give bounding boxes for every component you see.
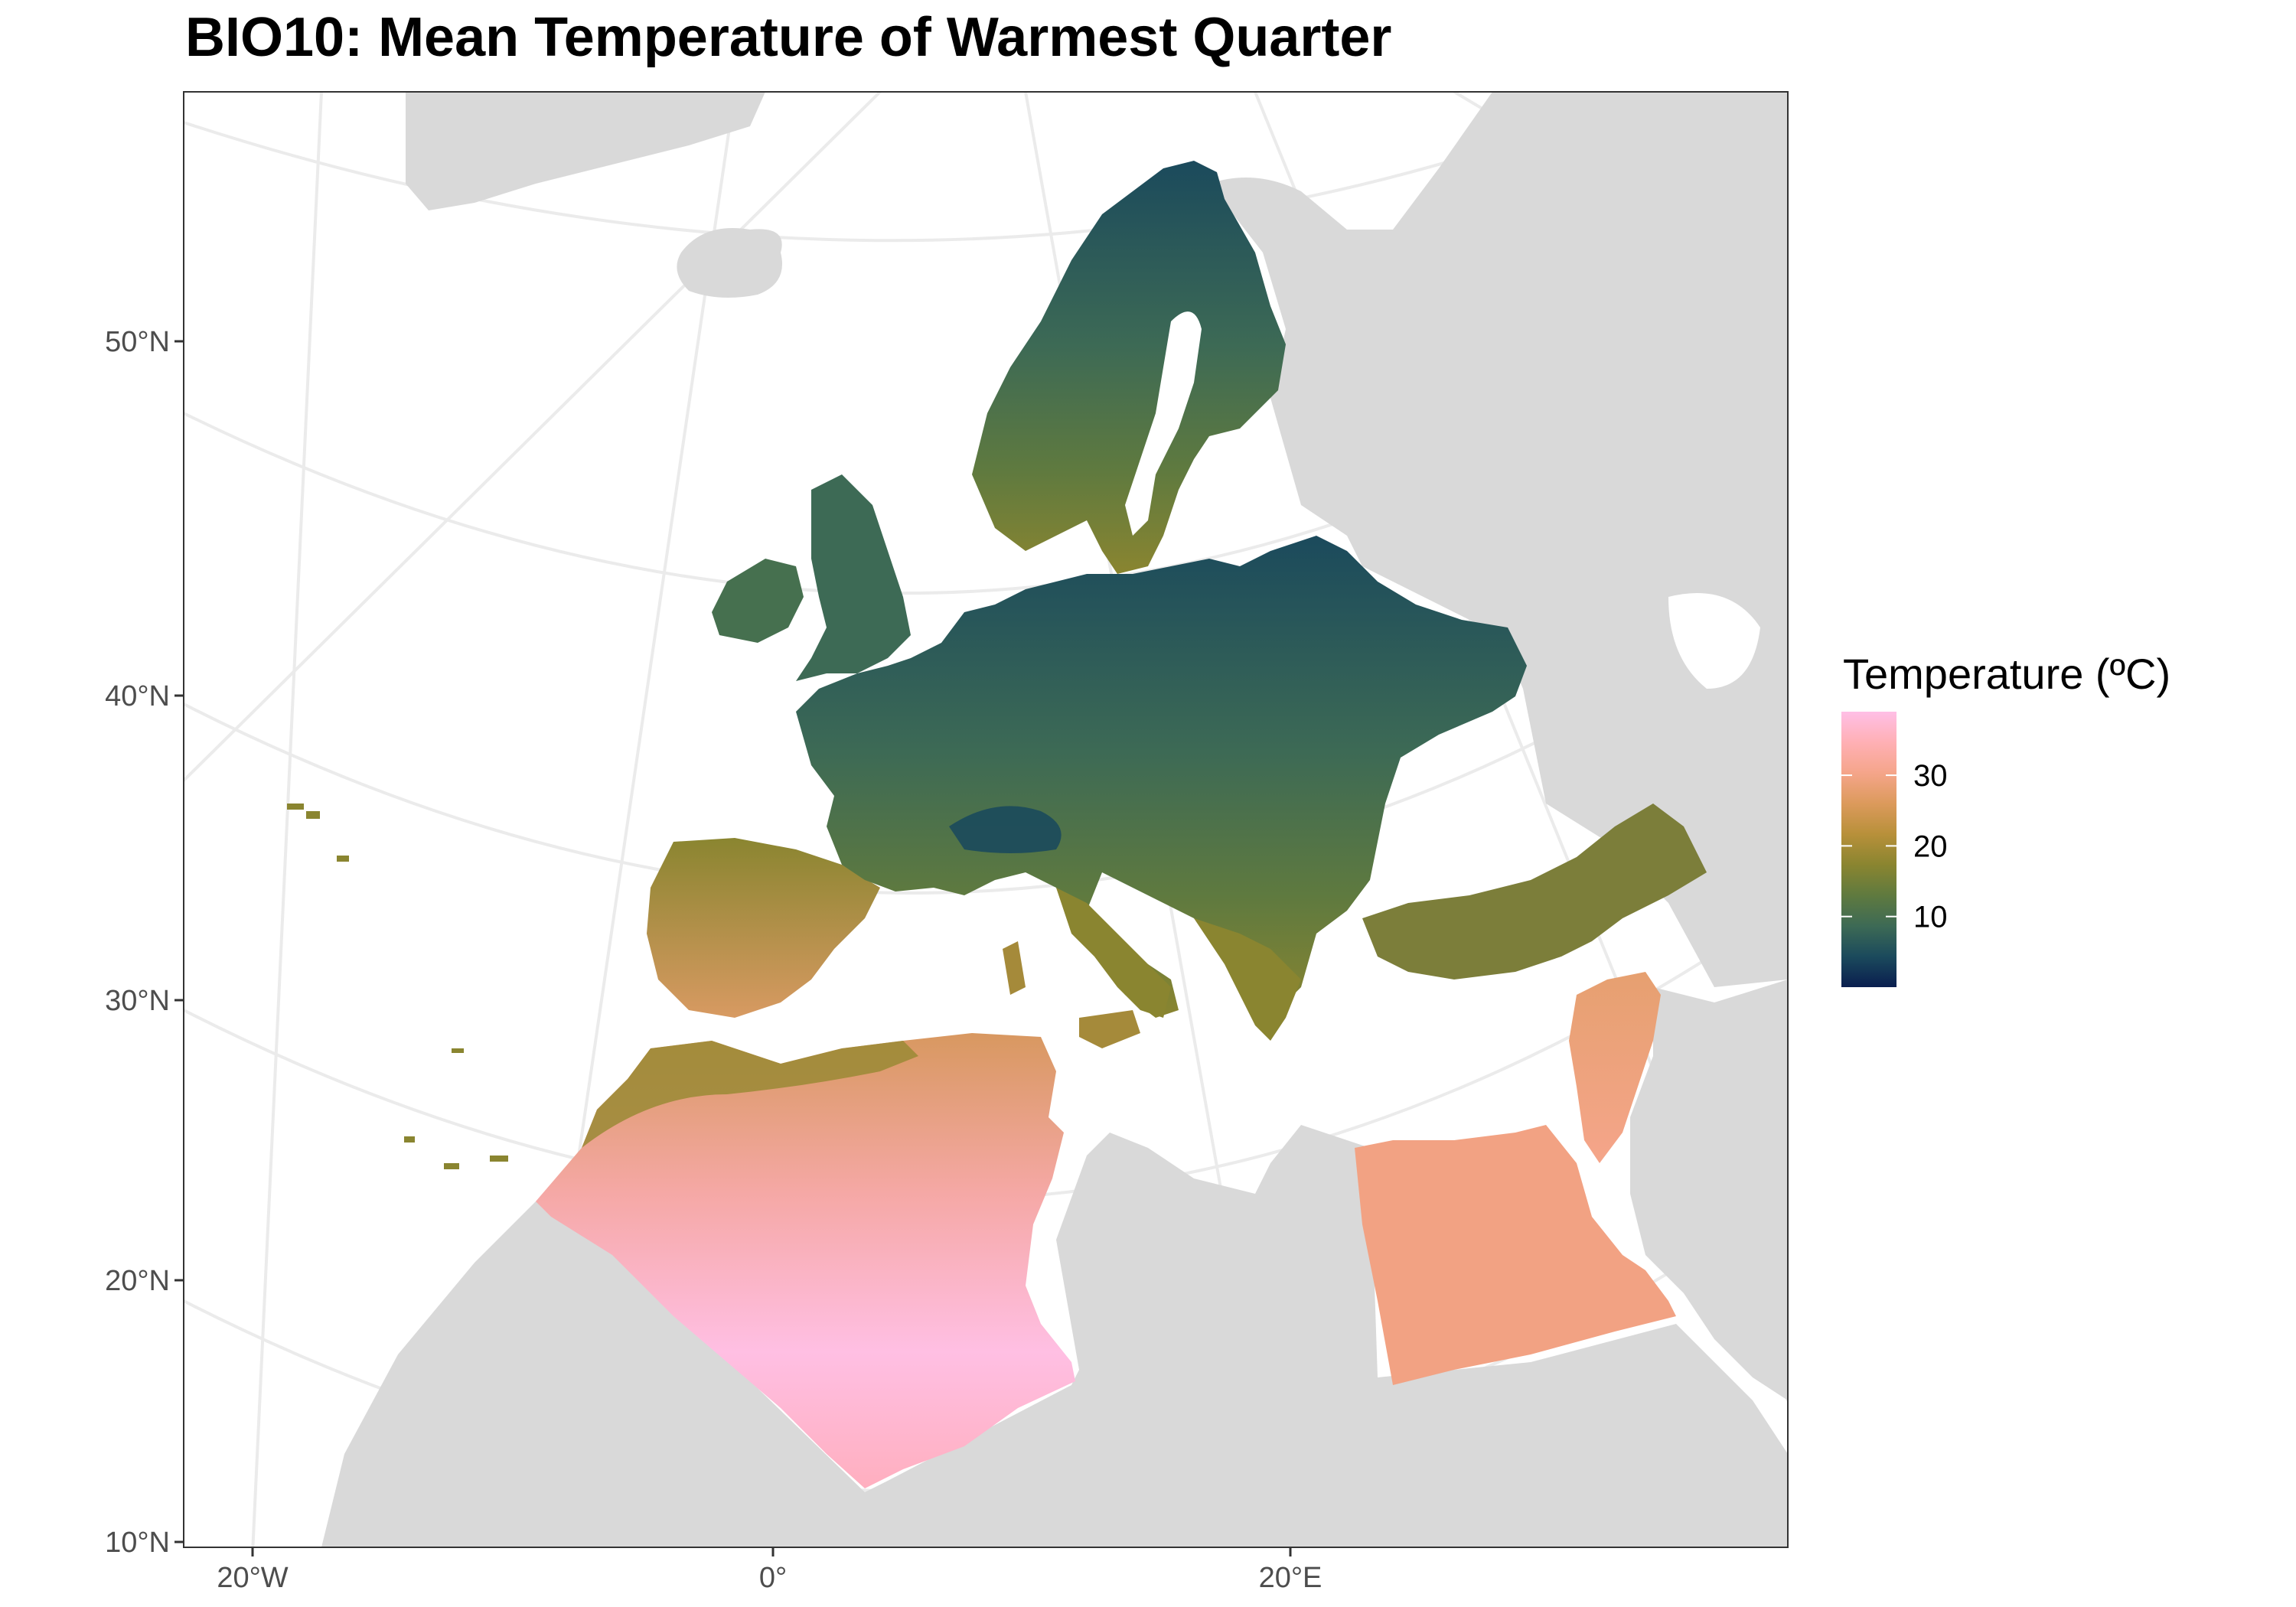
anatolia-region [1362, 804, 1707, 980]
y-tick-label: 20°N [105, 1265, 170, 1297]
sicily-region [1079, 1010, 1140, 1048]
y-axis: 50°N 40°N 30°N 20°N 10°N [105, 326, 184, 1559]
legend-title: Temperature (ºC) [1843, 650, 2170, 698]
europe-region [796, 536, 1527, 1018]
legend-tick-label: 20 [1913, 830, 1948, 863]
great-britain-region [796, 474, 911, 681]
alps-region [949, 806, 1062, 853]
y-tick-label: 50°N [105, 326, 170, 358]
balkans-region [1194, 918, 1301, 1041]
levant-region [1569, 972, 1661, 1163]
iberia-region [647, 838, 880, 1018]
x-tick-label: 0° [759, 1562, 787, 1594]
map-title: BIO10: Mean Temperature of Warmest Quart… [185, 7, 1392, 68]
panel-border [183, 91, 1789, 1548]
legend-tick-label: 10 [1913, 901, 1948, 934]
x-axis: 20°W 0° 20°E [217, 1547, 1322, 1594]
sardinia-region [1003, 941, 1026, 995]
y-tick-label: 40°N [105, 680, 170, 712]
x-tick-label: 20°W [217, 1562, 288, 1594]
egypt-region [1355, 1125, 1676, 1385]
north-africa-region [536, 1033, 1075, 1488]
scandinavia-region [972, 161, 1286, 574]
y-tick-label: 30°N [105, 985, 170, 1017]
atlas-region [582, 1041, 918, 1148]
background-land [321, 92, 1788, 1547]
y-tick-label: 10°N [105, 1527, 170, 1559]
italy-region [1056, 888, 1171, 1018]
legend-tick-label: 30 [1913, 759, 1948, 793]
caspian-sea [1668, 593, 1760, 689]
atlantic-islands [287, 804, 508, 1169]
legend-colorbar [1841, 712, 1896, 987]
legend-ticks: 30 20 10 [1841, 759, 1948, 934]
map-panel [184, 92, 1788, 1547]
ireland-region [712, 559, 804, 643]
baltic-sea [1125, 311, 1202, 536]
x-tick-label: 20°E [1259, 1562, 1322, 1594]
legend: Temperature (ºC) 30 20 10 [1841, 650, 2170, 987]
